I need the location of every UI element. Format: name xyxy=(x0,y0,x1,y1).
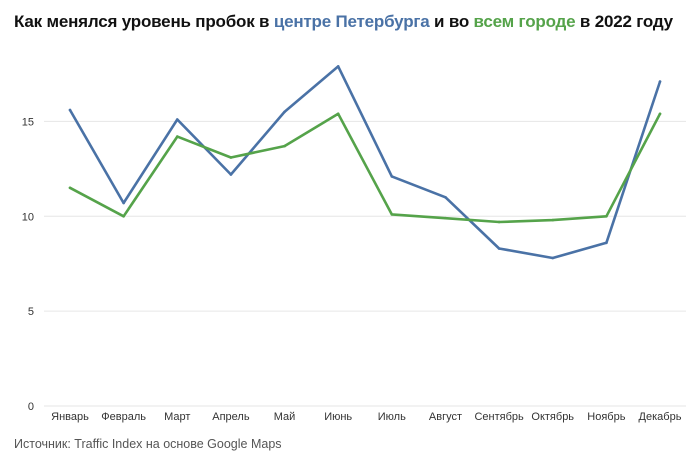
data-point-city xyxy=(444,216,447,220)
x-tick-label: Май xyxy=(274,411,296,423)
source-note: Источник: Traffic Index на основе Google… xyxy=(14,437,282,451)
data-point-center xyxy=(390,175,394,178)
data-point-city xyxy=(336,112,340,116)
x-tick-label: Январь xyxy=(51,411,89,423)
x-tick-label: Октябрь xyxy=(531,411,574,423)
title-prefix: Как менялся уровень пробок в xyxy=(14,12,274,31)
data-point-city xyxy=(390,213,394,216)
series-line-center xyxy=(68,65,662,260)
data-point-city xyxy=(497,220,501,224)
data-point-city xyxy=(605,214,608,218)
series xyxy=(68,65,662,260)
title-suffix: в 2022 году xyxy=(575,12,673,31)
data-point-city xyxy=(122,214,125,218)
x-tick-label: Ноябрь xyxy=(587,411,625,423)
title-city-label: всем городе xyxy=(473,12,576,31)
x-tick-label: Февраль xyxy=(101,411,146,423)
y-tick-label: 5 xyxy=(28,306,34,318)
x-tick-label: Август xyxy=(429,411,462,423)
data-point-center xyxy=(336,65,340,68)
y-tick-label: 10 xyxy=(22,211,34,223)
data-point-center xyxy=(175,118,179,121)
data-point-city xyxy=(658,112,662,116)
data-point-center xyxy=(497,247,501,250)
data-point-city xyxy=(229,156,233,159)
data-point-center xyxy=(68,108,72,112)
x-tick-label: Сентябрь xyxy=(474,411,524,423)
x-tick-label: Декабрь xyxy=(639,411,682,423)
y-tick-label: 15 xyxy=(22,116,34,128)
x-tick-label: Апрель xyxy=(212,411,250,423)
data-point-center xyxy=(551,256,555,260)
data-point-center xyxy=(605,241,608,245)
data-point-center xyxy=(444,195,447,199)
x-axis: Январь Февраль Март Апрель Май Июнь Июль Август… xyxy=(51,411,682,423)
y-axis: 0 5 10 15 xyxy=(22,116,34,413)
data-point-city xyxy=(551,218,555,222)
data-point-center xyxy=(283,110,286,114)
y-tick-label: 0 xyxy=(28,401,34,413)
data-point-center xyxy=(122,201,125,205)
title-middle: и во xyxy=(429,12,474,31)
title-center-label: центре Петербурга xyxy=(273,12,430,31)
data-point-center xyxy=(658,80,662,83)
data-point-city xyxy=(68,186,72,190)
x-tick-label: Июнь xyxy=(324,411,352,423)
series-line-city xyxy=(68,112,662,224)
chart-title: Как менялся уровень пробок в центре Пете… xyxy=(14,12,694,32)
data-point-city xyxy=(283,144,286,148)
data-point-center xyxy=(229,173,233,176)
data-point-city xyxy=(175,135,179,138)
x-tick-label: Июль xyxy=(378,411,406,423)
x-tick-label: Март xyxy=(164,411,190,423)
